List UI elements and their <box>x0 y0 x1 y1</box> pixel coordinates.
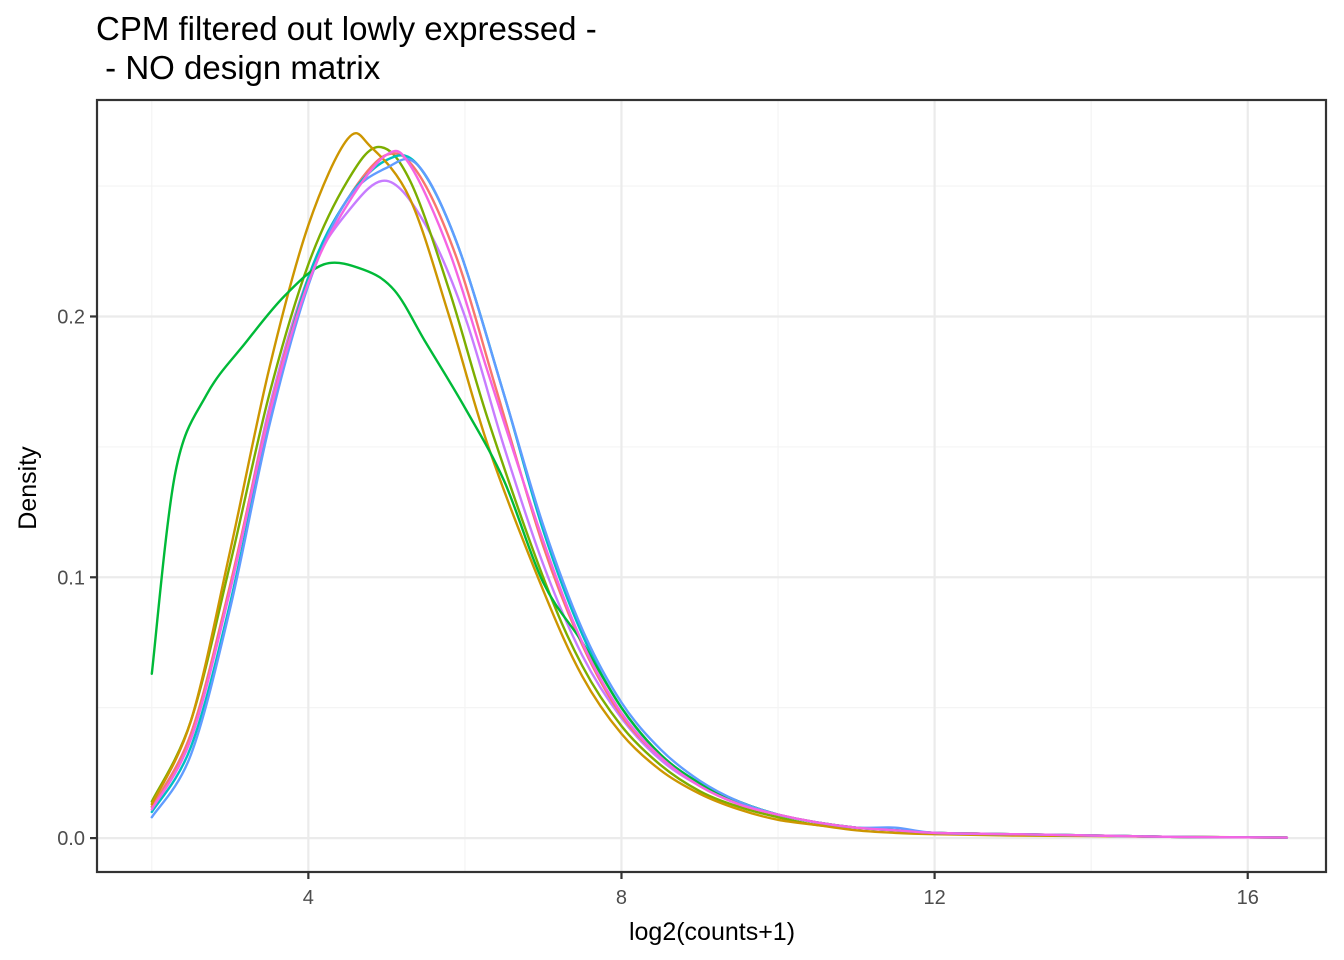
x-tick-label: 8 <box>616 887 627 909</box>
x-tick-label: 16 <box>1237 887 1259 909</box>
chart-title-line-2: - NO design matrix <box>96 49 381 86</box>
y-tick-label: 0.0 <box>57 828 85 850</box>
density-line-series-4 <box>150 154 1289 839</box>
y-tick-label: 0.2 <box>57 306 85 328</box>
density-series <box>150 132 1289 839</box>
x-axis-ticks: 4 8 12 16 <box>303 872 1259 909</box>
y-axis-ticks: 0.0 0.1 0.2 <box>57 306 97 850</box>
major-gridlines <box>97 100 1326 872</box>
density-line-series-3 <box>150 152 1289 839</box>
density-line-series-8 <box>150 149 1289 839</box>
y-axis-title: Density <box>14 446 42 530</box>
plot-panel-border <box>95 98 1328 874</box>
x-tick-label: 12 <box>923 887 945 909</box>
y-tick-label: 0.1 <box>57 567 85 589</box>
density-line-series-5 <box>150 132 1289 839</box>
chart-title-line-1: CPM filtered out lowly expressed - <box>96 10 597 47</box>
x-tick-label: 4 <box>303 887 314 909</box>
density-line-series-7 <box>150 157 1289 839</box>
density-line-series-6 <box>150 261 1289 839</box>
density-line-series-1 <box>150 179 1289 839</box>
x-axis-title: log2(counts+1) <box>629 918 795 946</box>
minor-gridlines <box>97 100 1326 872</box>
